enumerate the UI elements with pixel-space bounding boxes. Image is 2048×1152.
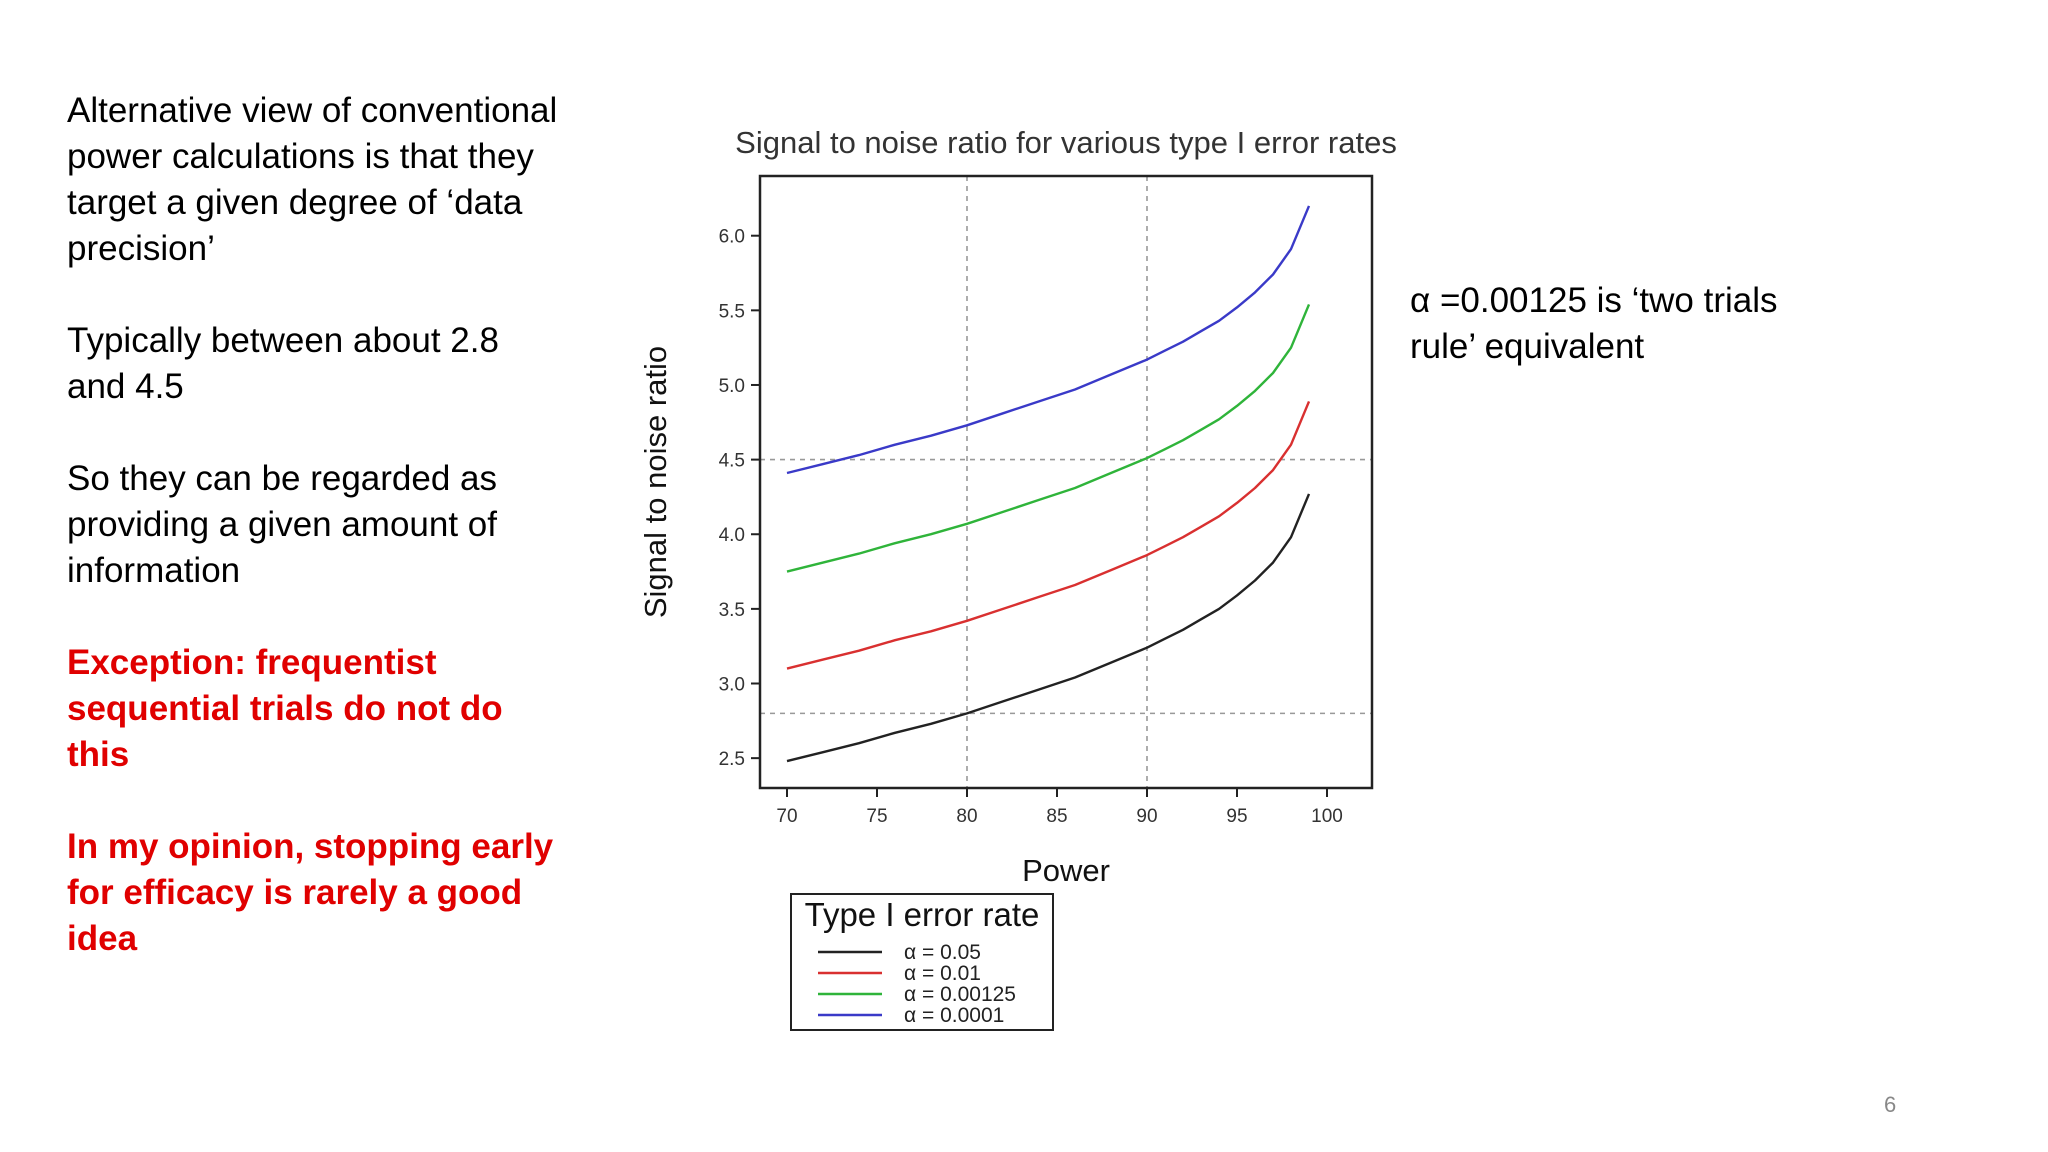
x-axis-ticks: 70 75 80 85 90 95 100	[776, 788, 1343, 827]
series-lines	[786, 205, 1311, 763]
legend-box	[790, 893, 1054, 1031]
x-tick-label: 95	[1226, 806, 1247, 827]
legend-label-2: α = 0.00125	[904, 983, 1016, 1006]
x-axis-title: Power	[1022, 853, 1110, 888]
series-line-3	[786, 205, 1311, 475]
x-tick-label: 90	[1136, 806, 1157, 827]
legend-title: Type I error rate	[805, 896, 1040, 933]
legend-label-1: α = 0.01	[904, 962, 981, 985]
paragraph-opinion: In my opinion, stopping early for effica…	[67, 827, 554, 958]
y-axis-title: Signal to noise ratio	[638, 346, 673, 618]
x-tick-label: 70	[776, 806, 797, 827]
paragraph-information: So they can be regarded as providing a g…	[67, 459, 498, 590]
paragraph-data-precision: Alternative view of conventional power c…	[67, 91, 558, 268]
x-tick-label: 100	[1311, 806, 1343, 827]
y-tick-label: 6.0	[719, 227, 745, 248]
series-line-2	[786, 303, 1311, 573]
paragraph-typical-range: Typically between about 2.8 and 4.5	[67, 321, 499, 406]
y-tick-label: 2.5	[719, 749, 745, 770]
y-tick-label: 5.5	[719, 301, 745, 322]
left-text-block: Alternative view of conventional power c…	[67, 88, 567, 1008]
series-line-1	[786, 400, 1311, 670]
reference-lines	[760, 176, 1372, 788]
page-number: 6	[1884, 1092, 1897, 1117]
legend-label-3: α = 0.0001	[904, 1004, 1004, 1027]
y-tick-label: 5.0	[719, 376, 745, 397]
plot-frame	[758, 174, 1374, 790]
y-tick-label: 4.0	[719, 525, 745, 546]
x-tick-label: 85	[1046, 806, 1067, 827]
y-tick-label: 4.5	[719, 451, 745, 472]
legend-label-0: α = 0.05	[904, 941, 981, 964]
legend: Type I error rate α = 0.05α = 0.01α = 0.…	[790, 893, 1054, 1031]
series-line-0	[786, 493, 1311, 763]
y-tick-label: 3.5	[719, 600, 745, 621]
y-axis-ticks: 2.5 3.0 3.5 4.0 4.5 5.0 5.5 6.0	[719, 227, 760, 770]
two-trials-note: α =0.00125 is ‘two trials rule’ equivale…	[1410, 281, 1778, 366]
x-tick-label: 80	[956, 806, 977, 827]
y-tick-label: 3.0	[719, 675, 745, 696]
chart-title: Signal to noise ratio for various type I…	[735, 125, 1397, 160]
x-tick-label: 75	[866, 806, 887, 827]
paragraph-exception: Exception: frequentist sequential trials…	[67, 643, 503, 774]
